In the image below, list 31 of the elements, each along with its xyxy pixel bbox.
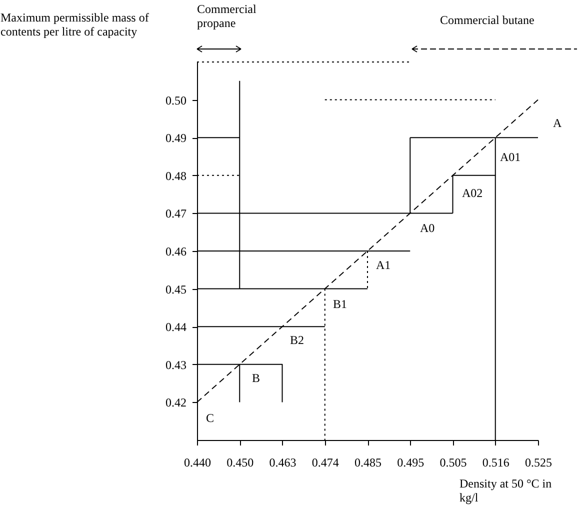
- x-tick-label: 0.516: [482, 456, 510, 470]
- x-tick-label: 0.463: [269, 456, 296, 470]
- annotation: A02: [462, 186, 483, 200]
- annotation: A0: [420, 221, 435, 235]
- x-tick-label: 0.505: [440, 456, 467, 470]
- y-axis-title: Maximum permissible mass of contents per litre of capacity: [0, 10, 149, 38]
- annotation: A1: [376, 258, 391, 272]
- y-tick-label: 0.45: [166, 282, 186, 296]
- y-tick-label: 0.46: [166, 244, 186, 258]
- annotation: A01: [500, 150, 521, 164]
- annotation: B2: [290, 333, 304, 347]
- annotation: C: [206, 411, 214, 425]
- annotation: B: [252, 371, 260, 385]
- y-tick-label: 0.48: [166, 168, 186, 183]
- x-axis-title: Density at 50 °C in kg/l: [460, 476, 552, 504]
- y-tick-label: 0.43: [166, 358, 186, 372]
- text: A: [553, 116, 562, 130]
- x-tick-label: 0.440: [184, 456, 211, 470]
- text: Commercial butane: [440, 13, 534, 27]
- text: Commercial propane: [197, 2, 256, 30]
- y-tick-label: 0.42: [166, 396, 186, 410]
- x-tick-label: 0.485: [354, 456, 382, 470]
- y-tick-label: 0.50: [166, 93, 186, 108]
- y-tick-label: 0.47: [166, 206, 186, 221]
- y-tick-label: 0.44: [166, 320, 186, 334]
- x-tick-label: 0.525: [525, 456, 552, 470]
- x-tick-label: 0.474: [312, 456, 339, 470]
- y-tick-label: 0.49: [166, 131, 186, 146]
- x-tick-label: 0.495: [397, 456, 424, 470]
- annotation: B1: [333, 297, 348, 311]
- x-tick-label: 0.450: [226, 456, 254, 470]
